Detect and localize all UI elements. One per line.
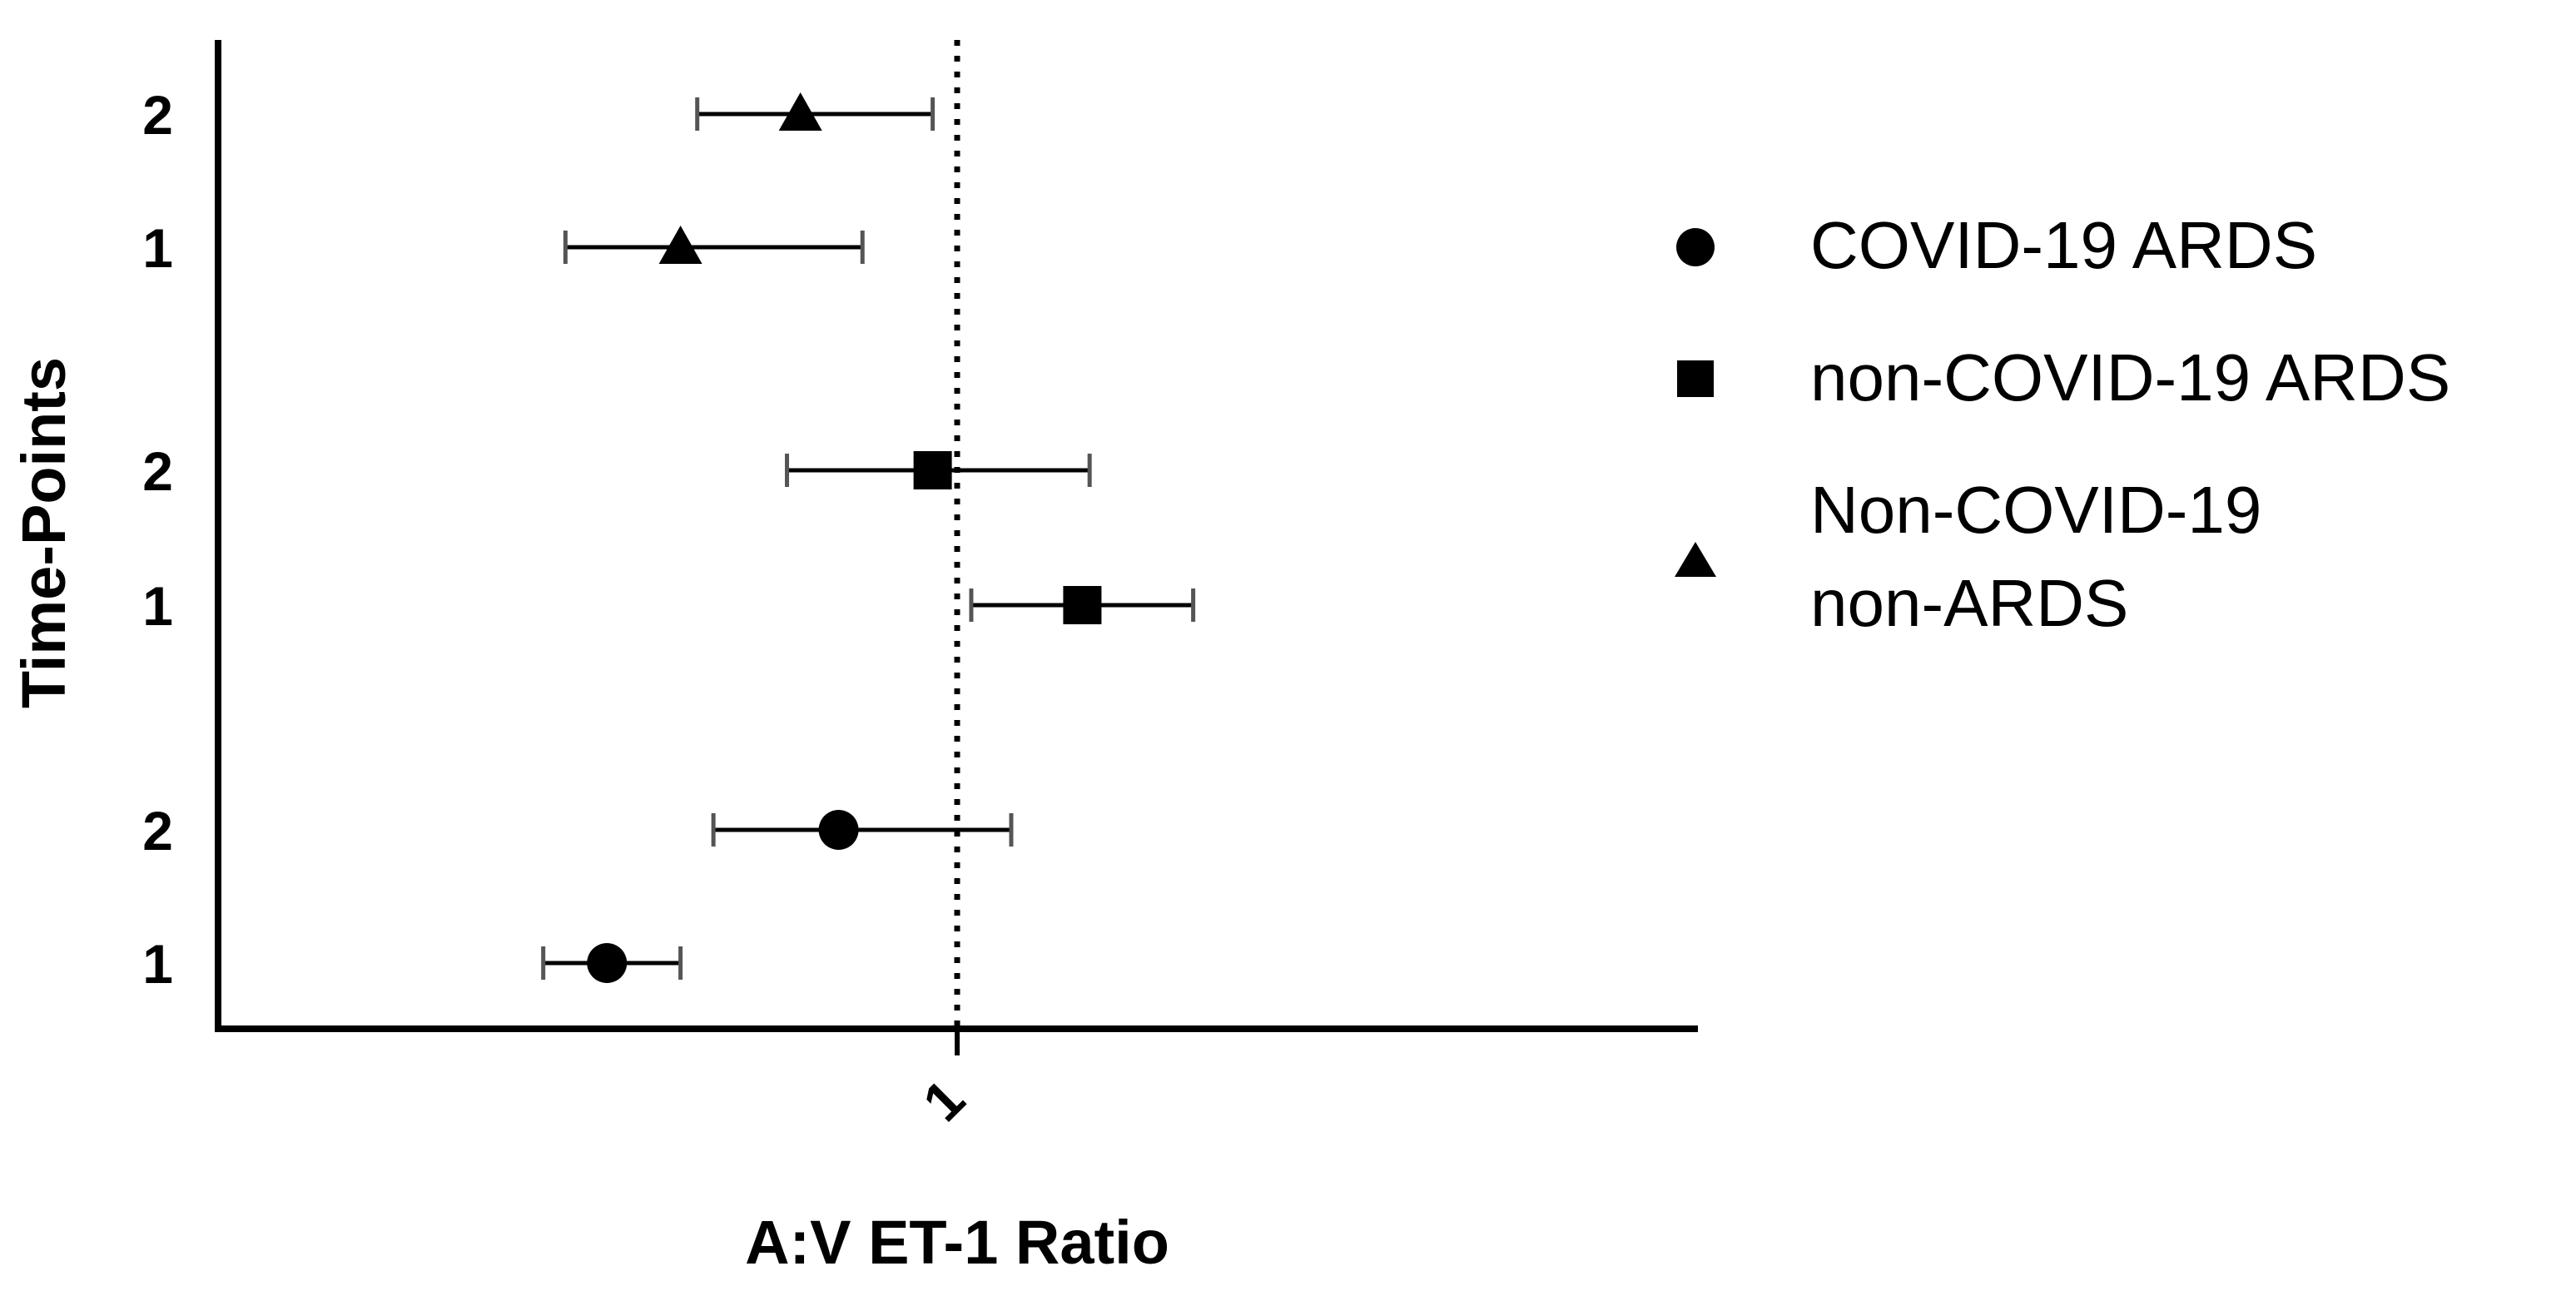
error-bar — [563, 231, 865, 264]
data-point-circle — [818, 810, 859, 850]
data-point-circle — [587, 943, 628, 983]
y-axis-title: Time-Points — [9, 357, 78, 708]
data-point-square — [913, 451, 952, 489]
y-tick-label: 2 — [142, 440, 173, 502]
data-point-triangle — [778, 92, 822, 131]
data-point-triangle — [658, 226, 702, 264]
y-tick-label: 2 — [142, 84, 173, 146]
legend: COVID-19 ARDS non-COVID-19 ARDS Non-COVI… — [1675, 208, 2450, 640]
data-point-square — [1063, 586, 1102, 624]
legend-label-covid-ards: COVID-19 ARDS — [1810, 208, 2317, 282]
legend-label-noncovid-ards: non-COVID-19 ARDS — [1810, 340, 2450, 415]
legend-marker-square — [1677, 360, 1714, 397]
y-tick-label: 1 — [142, 575, 173, 637]
legend-label-noncovid-nonards-line1: Non-COVID-19 — [1810, 473, 2261, 547]
y-tick-label: 1 — [142, 217, 173, 279]
error-bar — [711, 813, 1014, 847]
y-tick-label: 2 — [142, 800, 173, 862]
x-tick-label: 1 — [911, 1068, 976, 1133]
y-tick-label: 1 — [142, 933, 173, 995]
legend-label-noncovid-nonards-line2: non-ARDS — [1810, 566, 2128, 640]
legend-marker-triangle — [1675, 542, 1716, 577]
x-axis-title: A:V ET-1 Ratio — [745, 1208, 1169, 1277]
legend-marker-circle — [1676, 228, 1715, 266]
error-bar — [695, 97, 936, 131]
